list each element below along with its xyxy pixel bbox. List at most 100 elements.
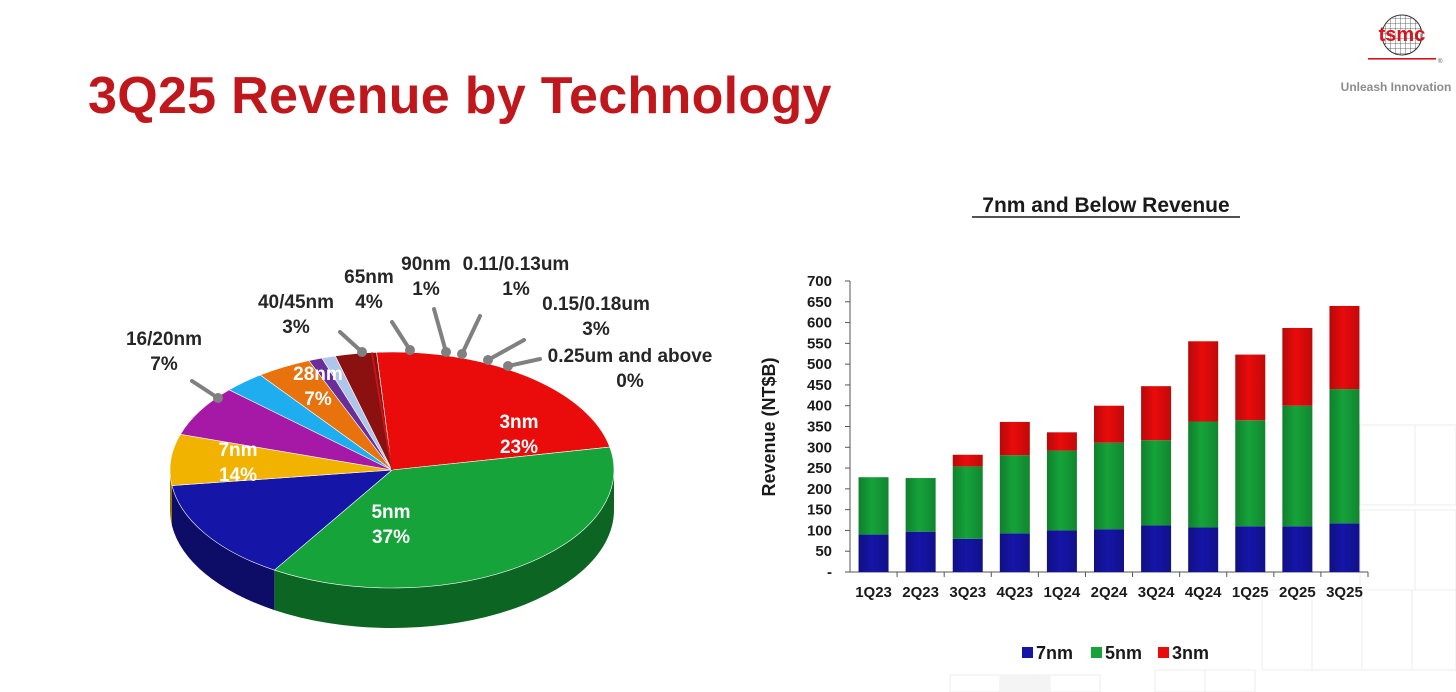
pie-label-0-15-0-18um: 0.15/0.18um xyxy=(542,294,650,315)
bar-3nm-3q23 xyxy=(952,454,983,467)
bar-7nm-1q23 xyxy=(858,534,889,572)
pie-pct-5nm: 37% xyxy=(372,527,410,548)
pie-pct-0-25um-and-above: 0% xyxy=(616,371,644,392)
bar-7nm-2q24 xyxy=(1094,529,1124,572)
pie-pct-0-11-0-13um: 1% xyxy=(502,279,530,300)
svg-text:®: ® xyxy=(1438,58,1443,65)
bar-3nm-2q24 xyxy=(1094,405,1124,443)
bar-7nm-4q24 xyxy=(1188,527,1219,572)
bar-7nm-2q25 xyxy=(1282,526,1313,572)
bar-7nm-1q24 xyxy=(1046,530,1077,572)
bar-3nm-1q24 xyxy=(1046,432,1077,451)
background-tile xyxy=(1411,589,1456,671)
y-tick-label: 550 xyxy=(807,335,832,352)
leader-dot-65nm xyxy=(405,345,415,355)
pie-label-28nm: 28nm xyxy=(293,364,343,385)
bar-5nm-3q25 xyxy=(1329,389,1360,524)
x-tick-label: 1Q24 xyxy=(1044,584,1081,601)
logo-wordmark: tsmc xyxy=(1379,24,1426,46)
bar-3nm-4q24 xyxy=(1188,341,1219,422)
bar-5nm-1q25 xyxy=(1235,420,1266,527)
x-tick-label: 3Q25 xyxy=(1326,584,1363,601)
pie-side-5nm xyxy=(274,470,614,628)
bar-7nm-2q23 xyxy=(905,531,936,572)
bar-5nm-2q23 xyxy=(905,478,936,532)
leader-line-0-15-0-18um xyxy=(486,338,526,362)
bar-3nm-1q25 xyxy=(1235,354,1266,421)
legend-label-5nm: 5nm xyxy=(1105,643,1142,663)
x-tick-label: 4Q24 xyxy=(1185,584,1222,601)
y-tick-label: 500 xyxy=(807,356,832,373)
legend-swatch-3nm xyxy=(1158,647,1169,658)
pie-pct-40-45nm: 3% xyxy=(282,317,310,338)
y-tick-label: 600 xyxy=(807,315,832,332)
pie-pct-3nm: 23% xyxy=(500,437,538,458)
pie-pct-65nm: 4% xyxy=(355,292,383,313)
leader-dot-40-45nm xyxy=(357,347,367,357)
bar-3nm-2q25 xyxy=(1282,327,1313,406)
legend-label-3nm: 3nm xyxy=(1172,643,1209,663)
pie-label-40-45nm: 40/45nm xyxy=(258,292,334,313)
pie-label-90nm: 90nm xyxy=(401,254,451,275)
bar-5nm-2q24 xyxy=(1094,442,1124,530)
leader-line-65nm xyxy=(390,320,412,352)
pie-slice-7nm xyxy=(171,469,393,571)
bar-3nm-3q25 xyxy=(1329,305,1360,390)
y-tick-label: 50 xyxy=(815,543,832,560)
pie-pct-16-20nm: 7% xyxy=(150,354,178,375)
y-tick-label: 350 xyxy=(807,419,832,436)
tsmc-logo-mark: tsmc ® xyxy=(1368,14,1443,65)
bar-5nm-3q23 xyxy=(952,466,983,539)
pie-slice-0-25um-and-above xyxy=(370,352,393,471)
bar-7nm-1q25 xyxy=(1235,526,1266,572)
leader-line-90nm xyxy=(432,307,448,354)
legend-swatch-5nm xyxy=(1091,647,1102,658)
bar-chart-title: 7nm and Below Revenue xyxy=(982,194,1229,217)
bar-5nm-1q23 xyxy=(858,477,889,535)
pie-pct-0-15-0-18um: 3% xyxy=(582,319,610,340)
pie-label-3nm: 3nm xyxy=(499,412,538,433)
y-tick-label: 200 xyxy=(807,481,832,498)
pie-label-0-11-0-13um: 0.11/0.13um xyxy=(463,254,570,275)
x-tick-label: 2Q24 xyxy=(1091,584,1128,601)
bar-5nm-3q24 xyxy=(1141,440,1172,526)
y-tick-label: - xyxy=(827,564,832,581)
leader-line-0-25um-and-above xyxy=(506,357,542,368)
leader-dot-16-20nm xyxy=(213,393,223,403)
pie-slice-5nm xyxy=(273,446,615,589)
x-tick-label: 4Q23 xyxy=(996,584,1033,601)
leader-dot-0-11-0-13um xyxy=(457,349,467,359)
bar-7nm-3q23 xyxy=(952,538,983,572)
pie-label-7nm: 7nm xyxy=(218,440,257,461)
legend-swatch-7nm xyxy=(1022,647,1033,658)
bar-7nm-4q23 xyxy=(999,533,1030,572)
x-tick-label: 2Q23 xyxy=(902,584,939,601)
background-tile xyxy=(1414,424,1456,506)
y-tick-label: 700 xyxy=(807,273,832,290)
y-axis-label: Revenue (NT$B) xyxy=(759,357,779,496)
leader-dot-90nm xyxy=(441,347,451,357)
y-tick-label: 100 xyxy=(807,522,832,539)
bar-5nm-4q23 xyxy=(999,455,1030,534)
x-tick-label: 1Q23 xyxy=(855,584,892,601)
bar-5nm-4q24 xyxy=(1188,421,1219,528)
x-tick-label: 1Q25 xyxy=(1232,584,1269,601)
bar-7nm-3q24 xyxy=(1141,525,1172,572)
y-tick-label: 150 xyxy=(807,502,832,519)
x-tick-label: 3Q23 xyxy=(949,584,986,601)
pie-pct-7nm: 14% xyxy=(219,465,257,486)
pie-chart: 3nm 23% 5nm 37% 7nm 14% 16/20nm 7% 28nm 7% 40/45nm… xyxy=(126,254,712,628)
background-tile xyxy=(1000,675,1050,692)
legend-label-7nm: 7nm xyxy=(1036,643,1073,663)
bar-3nm-3q24 xyxy=(1141,386,1172,441)
x-tick-label: 3Q24 xyxy=(1138,584,1175,601)
bar-3nm-4q23 xyxy=(999,421,1030,456)
x-tick-label: 2Q25 xyxy=(1279,584,1316,601)
y-tick-label: 450 xyxy=(807,377,832,394)
background-tile xyxy=(1204,669,1256,692)
leader-dot-0-25um-and-above xyxy=(503,361,513,371)
slide-title: 3Q25 Revenue by Technology xyxy=(88,67,832,125)
y-tick-label: 400 xyxy=(807,398,832,415)
